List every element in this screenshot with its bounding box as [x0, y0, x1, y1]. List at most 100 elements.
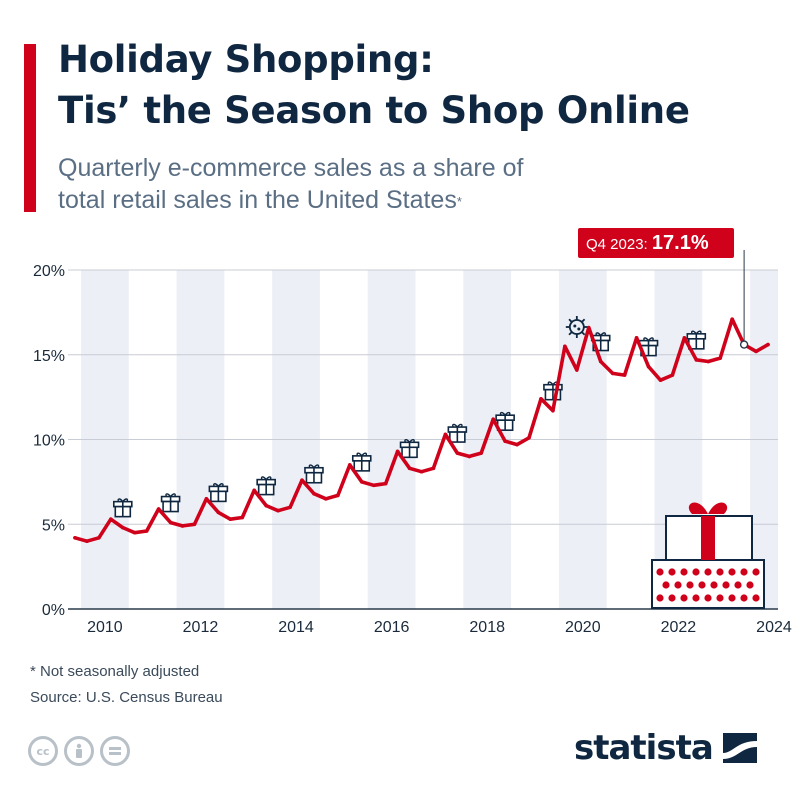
x-tick-label: 2014: [278, 619, 314, 636]
gift-icon: [399, 438, 420, 459]
gift-icon: [543, 381, 563, 401]
license-icons: cc: [28, 736, 130, 766]
data-point: [658, 378, 663, 382]
gift-dot: [686, 581, 694, 589]
gift-dot: [752, 594, 760, 602]
gift-dot: [680, 568, 688, 576]
callout-value: 17.1%: [652, 232, 709, 254]
gift-icon: [304, 464, 324, 484]
data-point: [503, 439, 507, 443]
by-icon[interactable]: [64, 736, 94, 766]
brand-logo[interactable]: statista: [574, 728, 757, 768]
data-point: [551, 408, 555, 413]
data-point: [622, 373, 627, 377]
data-point: [144, 529, 149, 533]
data-point: [479, 451, 484, 455]
data-point: [610, 371, 615, 376]
gift-box-decoration: [651, 502, 765, 609]
data-point: [312, 491, 316, 496]
gift-icon: [208, 483, 229, 503]
data-point: [455, 451, 460, 455]
y-tick-label: 5%: [42, 517, 65, 534]
data-point: [359, 480, 364, 484]
series-line: [73, 317, 770, 544]
x-tick-label: 2020: [565, 619, 601, 636]
accent-bar: [24, 44, 36, 212]
callout-point: [739, 340, 749, 349]
gift-dot: [728, 594, 736, 602]
gift-icon: [112, 498, 133, 518]
x-tick-label: 2016: [374, 619, 410, 636]
data-point: [515, 442, 519, 447]
subtitle-line-2: total retail sales in the United States*: [58, 184, 758, 216]
data-point: [539, 397, 543, 401]
y-tick-label: 20%: [33, 263, 65, 280]
nd-icon[interactable]: [100, 736, 130, 766]
gift-dot: [692, 594, 700, 602]
data-point: [670, 373, 675, 377]
data-point: [694, 358, 699, 362]
data-point: [586, 325, 591, 330]
gift-dot: [704, 568, 712, 576]
data-point: [97, 536, 101, 540]
data-point: [85, 539, 89, 543]
annotation-callout: Q4 2023: 17.1%: [578, 228, 749, 349]
gift-dot: [734, 581, 742, 589]
data-point: [348, 463, 352, 467]
gift-ribbon: [701, 516, 715, 560]
data-point: [395, 449, 400, 454]
y-axis-ticks: 0% 5% 10% 15% 20%: [33, 263, 65, 619]
y-tick-label: 10%: [33, 433, 65, 450]
data-point: [216, 510, 221, 515]
data-point: [598, 359, 603, 364]
data-point: [634, 336, 639, 340]
gift-dot: [740, 568, 748, 576]
gift-dot: [716, 568, 724, 576]
gift-dot: [710, 581, 718, 589]
x-tick-label: 2012: [183, 619, 219, 636]
data-point: [168, 520, 173, 525]
chart-subtitle: Quarterly e-commerce sales as a share of…: [58, 152, 758, 216]
data-point: [120, 525, 125, 530]
title-line-2: Tis’ the Season to Shop Online: [58, 89, 690, 132]
virus-icon: [565, 316, 588, 339]
x-axis-ticks: 2010 2012 2014 2016 2018 2020 2022 2024: [87, 619, 792, 636]
data-point: [156, 507, 161, 511]
data-point: [563, 344, 567, 349]
data-point: [276, 508, 280, 513]
gift-dot: [668, 594, 676, 602]
subtitle-line-2-text: total retail sales in the United States: [58, 186, 457, 214]
holiday-icons: [112, 316, 707, 518]
gift-bow: [688, 502, 728, 514]
data-point: [383, 481, 388, 486]
gift-dot: [704, 594, 712, 602]
brand-name: statista: [574, 728, 714, 768]
cc-icon[interactable]: cc: [28, 736, 58, 766]
gift-dot: [722, 581, 730, 589]
data-point: [180, 524, 185, 528]
data-point: [491, 417, 495, 421]
data-point: [371, 483, 376, 488]
data-point: [419, 469, 424, 474]
x-tick-label: 2024: [756, 619, 792, 636]
statista-mark-icon: [722, 733, 757, 763]
data-point: [718, 356, 723, 360]
gift-icon: [256, 476, 276, 496]
gift-dot: [728, 568, 736, 576]
data-point: [467, 454, 472, 459]
data-point: [646, 364, 651, 369]
data-point: [264, 503, 268, 508]
subtitle-line-1: Quarterly e-commerce sales as a share of: [58, 154, 524, 182]
gift-dot: [692, 568, 700, 576]
data-point: [228, 517, 233, 521]
title-line-1: Holiday Shopping:: [58, 38, 434, 81]
data-point: [324, 497, 328, 501]
data-point: [252, 488, 257, 493]
data-point: [288, 505, 292, 510]
data-point: [682, 336, 687, 340]
data-point: [431, 466, 436, 471]
gift-icon: [351, 452, 372, 472]
data-point: [407, 466, 412, 471]
data-point: [527, 436, 531, 440]
